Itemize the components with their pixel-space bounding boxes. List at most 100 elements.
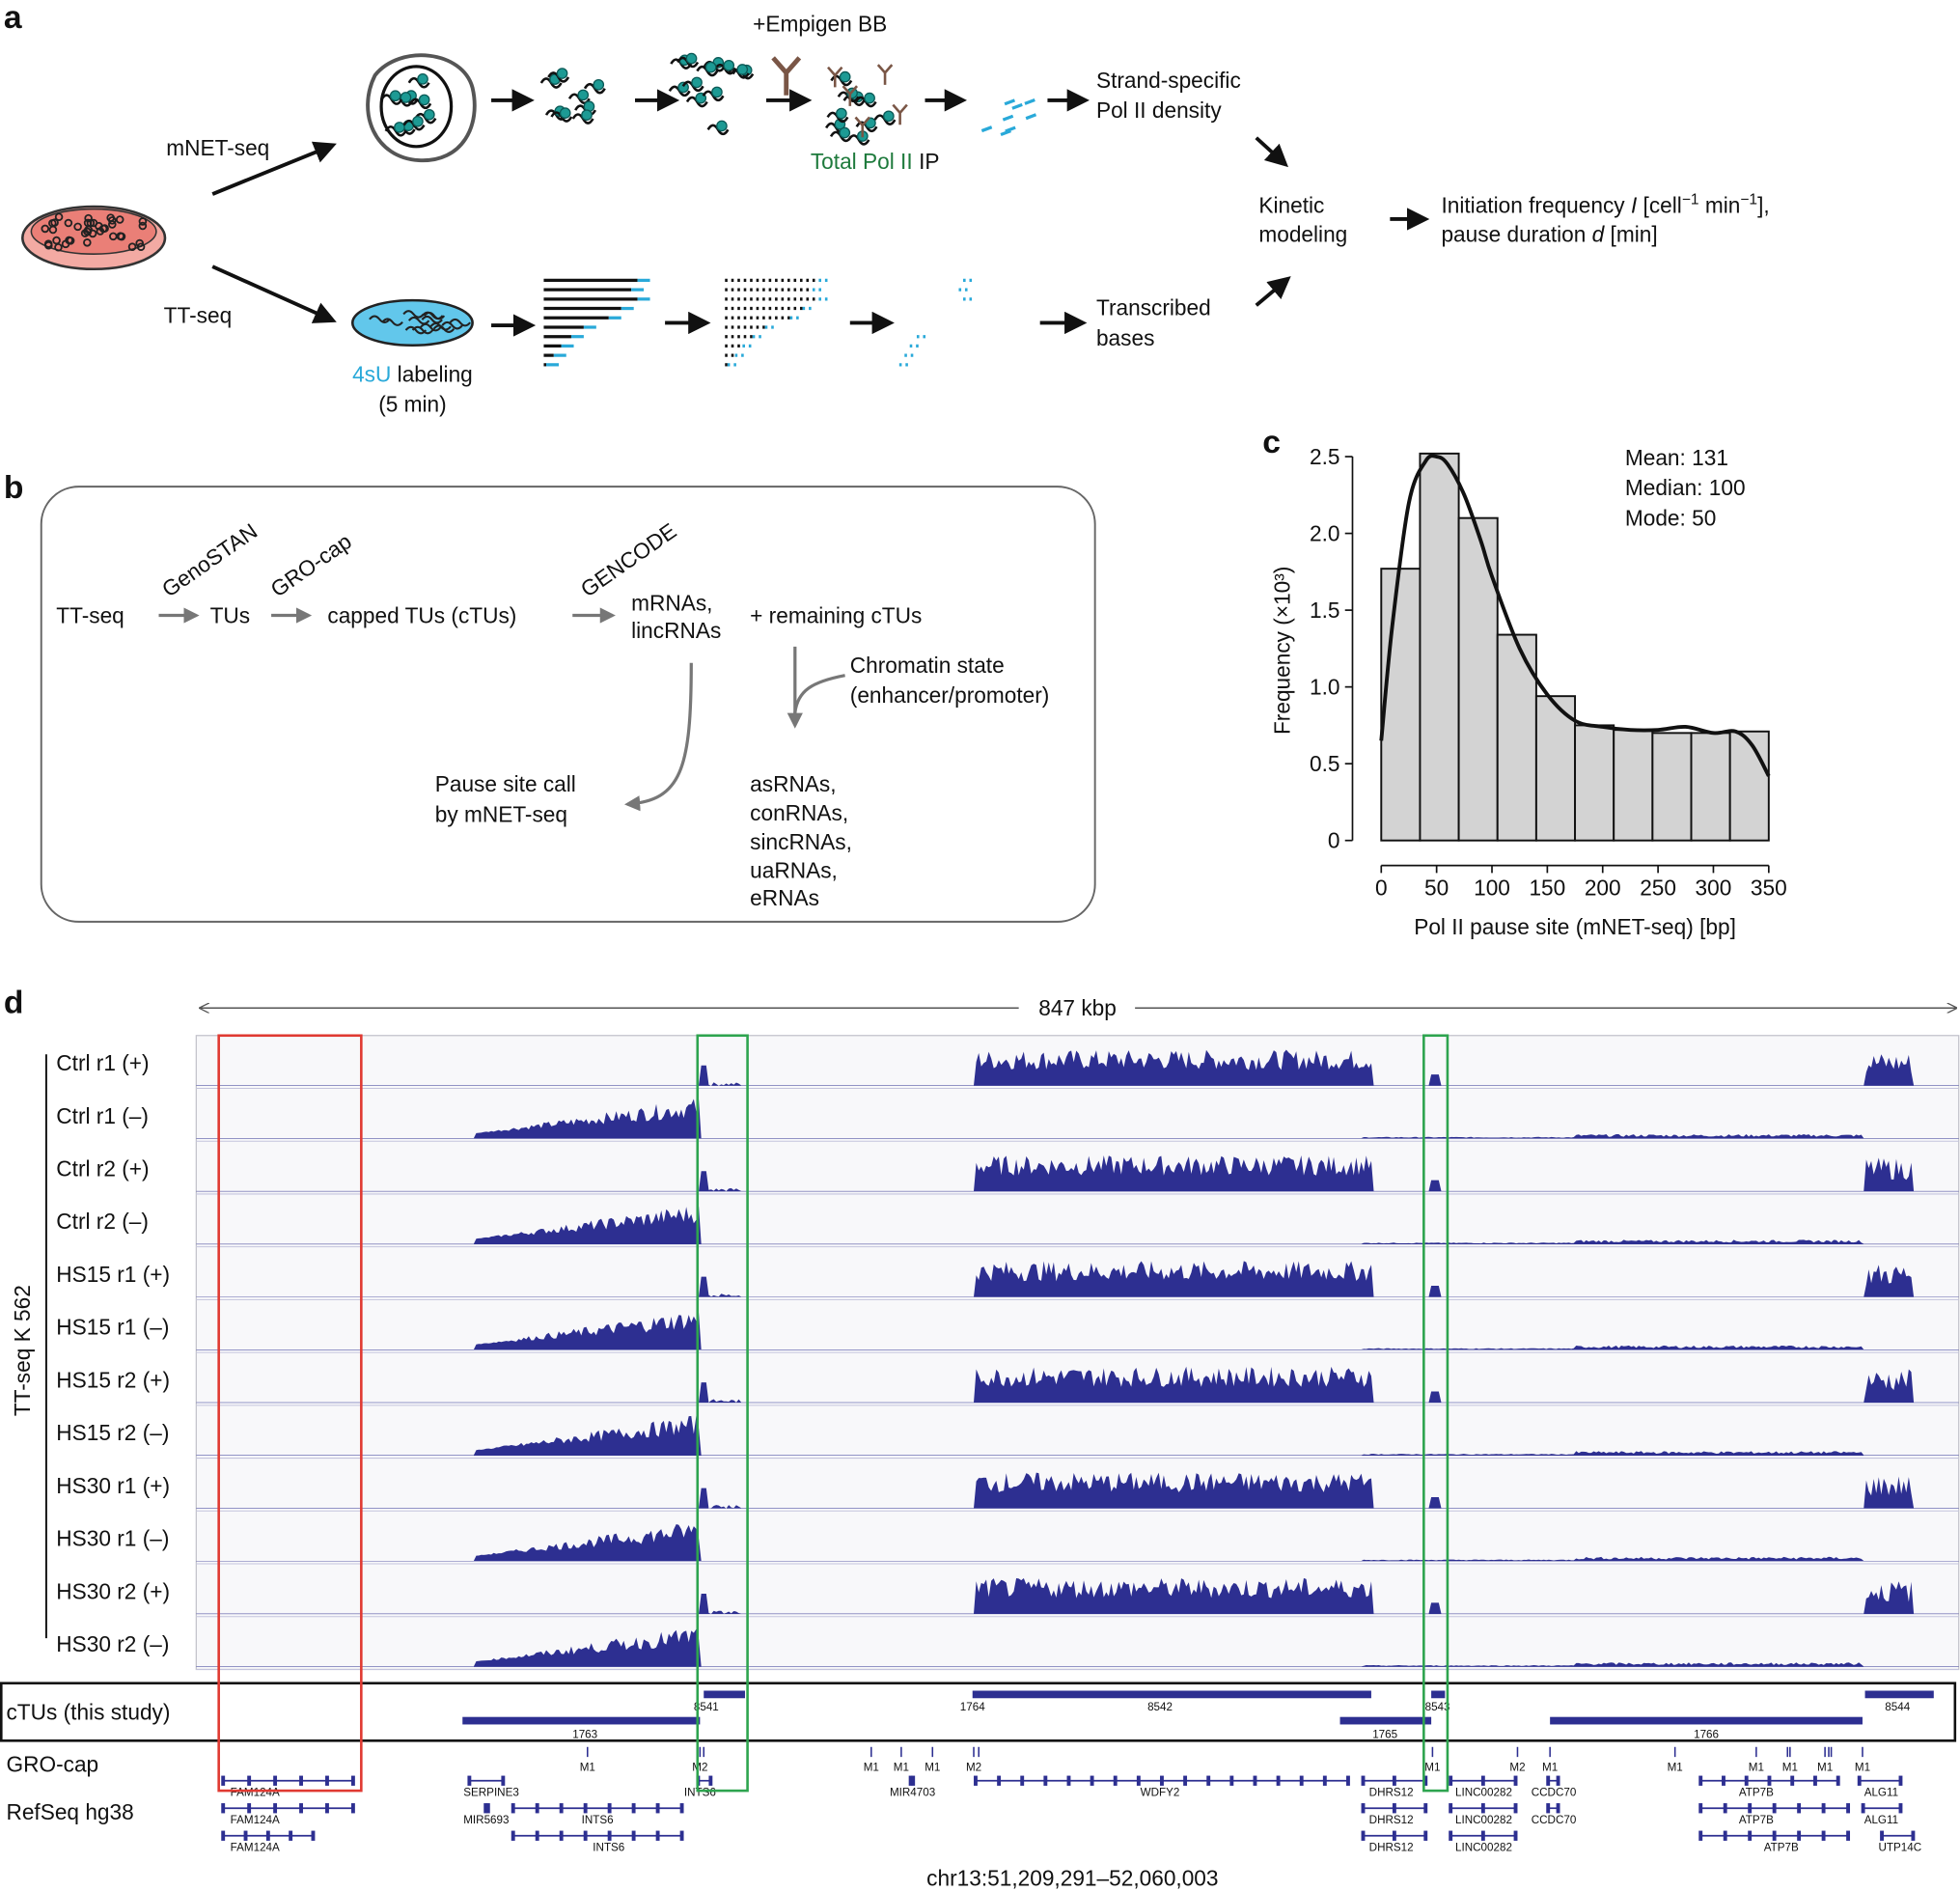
cell-dot bbox=[135, 238, 144, 248]
tt-cell bbox=[404, 325, 428, 335]
label: FAM124A bbox=[231, 1786, 280, 1798]
cell-dot bbox=[52, 236, 61, 245]
x-tick-label: 250 bbox=[1640, 876, 1676, 901]
ip-label: Total Pol II IP bbox=[811, 149, 940, 174]
tt-cell bbox=[449, 318, 471, 327]
cell-dot bbox=[100, 224, 109, 233]
polymerase bbox=[677, 81, 689, 94]
label: LINC00282 bbox=[1455, 1786, 1512, 1798]
polymerase bbox=[691, 76, 703, 89]
exon bbox=[1480, 1803, 1485, 1814]
fragment bbox=[1000, 129, 1011, 137]
init-part: Initiation frequency bbox=[1441, 192, 1630, 217]
exon bbox=[1813, 1775, 1817, 1786]
exon bbox=[974, 1775, 978, 1786]
label: d bbox=[4, 985, 24, 1020]
exon bbox=[1857, 1775, 1862, 1786]
label: FAM124A bbox=[231, 1841, 280, 1853]
exon bbox=[535, 1830, 539, 1841]
tt-cell bbox=[421, 315, 443, 324]
exon bbox=[1698, 1775, 1703, 1786]
label: capped TUs (cTUs) bbox=[327, 602, 516, 627]
exon bbox=[1546, 1803, 1551, 1814]
label: mRNAs, bbox=[631, 590, 712, 615]
label: cTUs (this study) bbox=[6, 1699, 170, 1724]
exon bbox=[1392, 1830, 1396, 1841]
label: WDFY2 bbox=[1141, 1786, 1180, 1798]
polymerase bbox=[412, 115, 424, 127]
arrow bbox=[211, 141, 337, 196]
tt-cell bbox=[407, 316, 430, 325]
label: 1765 bbox=[1372, 1729, 1397, 1741]
exon bbox=[1513, 1775, 1518, 1786]
exon bbox=[607, 1803, 612, 1814]
exon bbox=[1299, 1775, 1304, 1786]
hist-bar bbox=[1380, 568, 1422, 842]
exon bbox=[1423, 1803, 1428, 1814]
exon bbox=[631, 1830, 636, 1841]
fragment bbox=[1005, 125, 1016, 133]
exon bbox=[221, 1830, 226, 1841]
init-part: −1 bbox=[1682, 191, 1699, 208]
polymerase bbox=[581, 109, 593, 121]
cell-dot bbox=[138, 217, 148, 226]
tt-cell bbox=[402, 310, 425, 319]
ctu-box bbox=[0, 1682, 1957, 1742]
label: + remaining cTUs bbox=[750, 602, 922, 627]
label: INTS6 bbox=[593, 1841, 624, 1853]
polymerase bbox=[417, 72, 428, 85]
label: LINC00282 bbox=[1455, 1841, 1512, 1853]
exon bbox=[273, 1803, 278, 1814]
exon bbox=[350, 1803, 355, 1814]
label: INTS6 bbox=[582, 1814, 614, 1826]
hist-bar bbox=[1534, 695, 1577, 842]
label: asRNAs, bbox=[750, 771, 836, 796]
label: by mNET-seq bbox=[435, 801, 567, 826]
ctu-bar bbox=[462, 1716, 701, 1725]
label: FAM124A bbox=[231, 1814, 280, 1826]
label: TUs bbox=[210, 602, 251, 627]
exon bbox=[467, 1775, 472, 1786]
exon bbox=[583, 1830, 588, 1841]
cell-dot bbox=[138, 221, 148, 231]
exon bbox=[1556, 1803, 1560, 1814]
tt-cell bbox=[411, 325, 434, 335]
label-4su: 4sU bbox=[352, 361, 391, 386]
exon bbox=[1767, 1775, 1772, 1786]
polymerase bbox=[839, 70, 851, 83]
exon bbox=[1821, 1830, 1826, 1841]
coverage bbox=[196, 1261, 1959, 1297]
hist-bar bbox=[1613, 729, 1654, 842]
cell-dot bbox=[127, 242, 137, 251]
exon bbox=[535, 1803, 539, 1814]
tt-cell bbox=[369, 315, 391, 324]
exon bbox=[908, 1775, 913, 1786]
cell-dot bbox=[115, 215, 124, 224]
exon bbox=[583, 1803, 588, 1814]
label: Transcribed bbox=[1096, 295, 1211, 320]
fragment bbox=[1025, 113, 1037, 121]
label: 1764 bbox=[960, 1701, 985, 1713]
exon bbox=[273, 1775, 278, 1786]
label: RefSeq hg38 bbox=[6, 1799, 133, 1824]
exon bbox=[1253, 1775, 1257, 1786]
exon bbox=[511, 1803, 515, 1814]
exon bbox=[1480, 1830, 1485, 1841]
antibody bbox=[771, 56, 802, 96]
exon bbox=[1836, 1775, 1840, 1786]
exon bbox=[483, 1803, 488, 1814]
ctu-bar bbox=[1864, 1690, 1934, 1699]
polymerase bbox=[736, 64, 749, 75]
label: TT-seq K 562 bbox=[10, 1285, 35, 1416]
exon bbox=[1392, 1775, 1396, 1786]
exon bbox=[1322, 1775, 1327, 1786]
ip-black: IP bbox=[919, 149, 939, 174]
cell-dot bbox=[108, 216, 117, 225]
label: M1 bbox=[1424, 1761, 1440, 1773]
label: 1763 bbox=[572, 1729, 597, 1741]
polymerase bbox=[685, 52, 698, 65]
exon bbox=[559, 1803, 564, 1814]
label: chr13:51,209,291–52,060,003 bbox=[926, 1866, 1218, 1891]
fragment bbox=[1024, 97, 1035, 105]
